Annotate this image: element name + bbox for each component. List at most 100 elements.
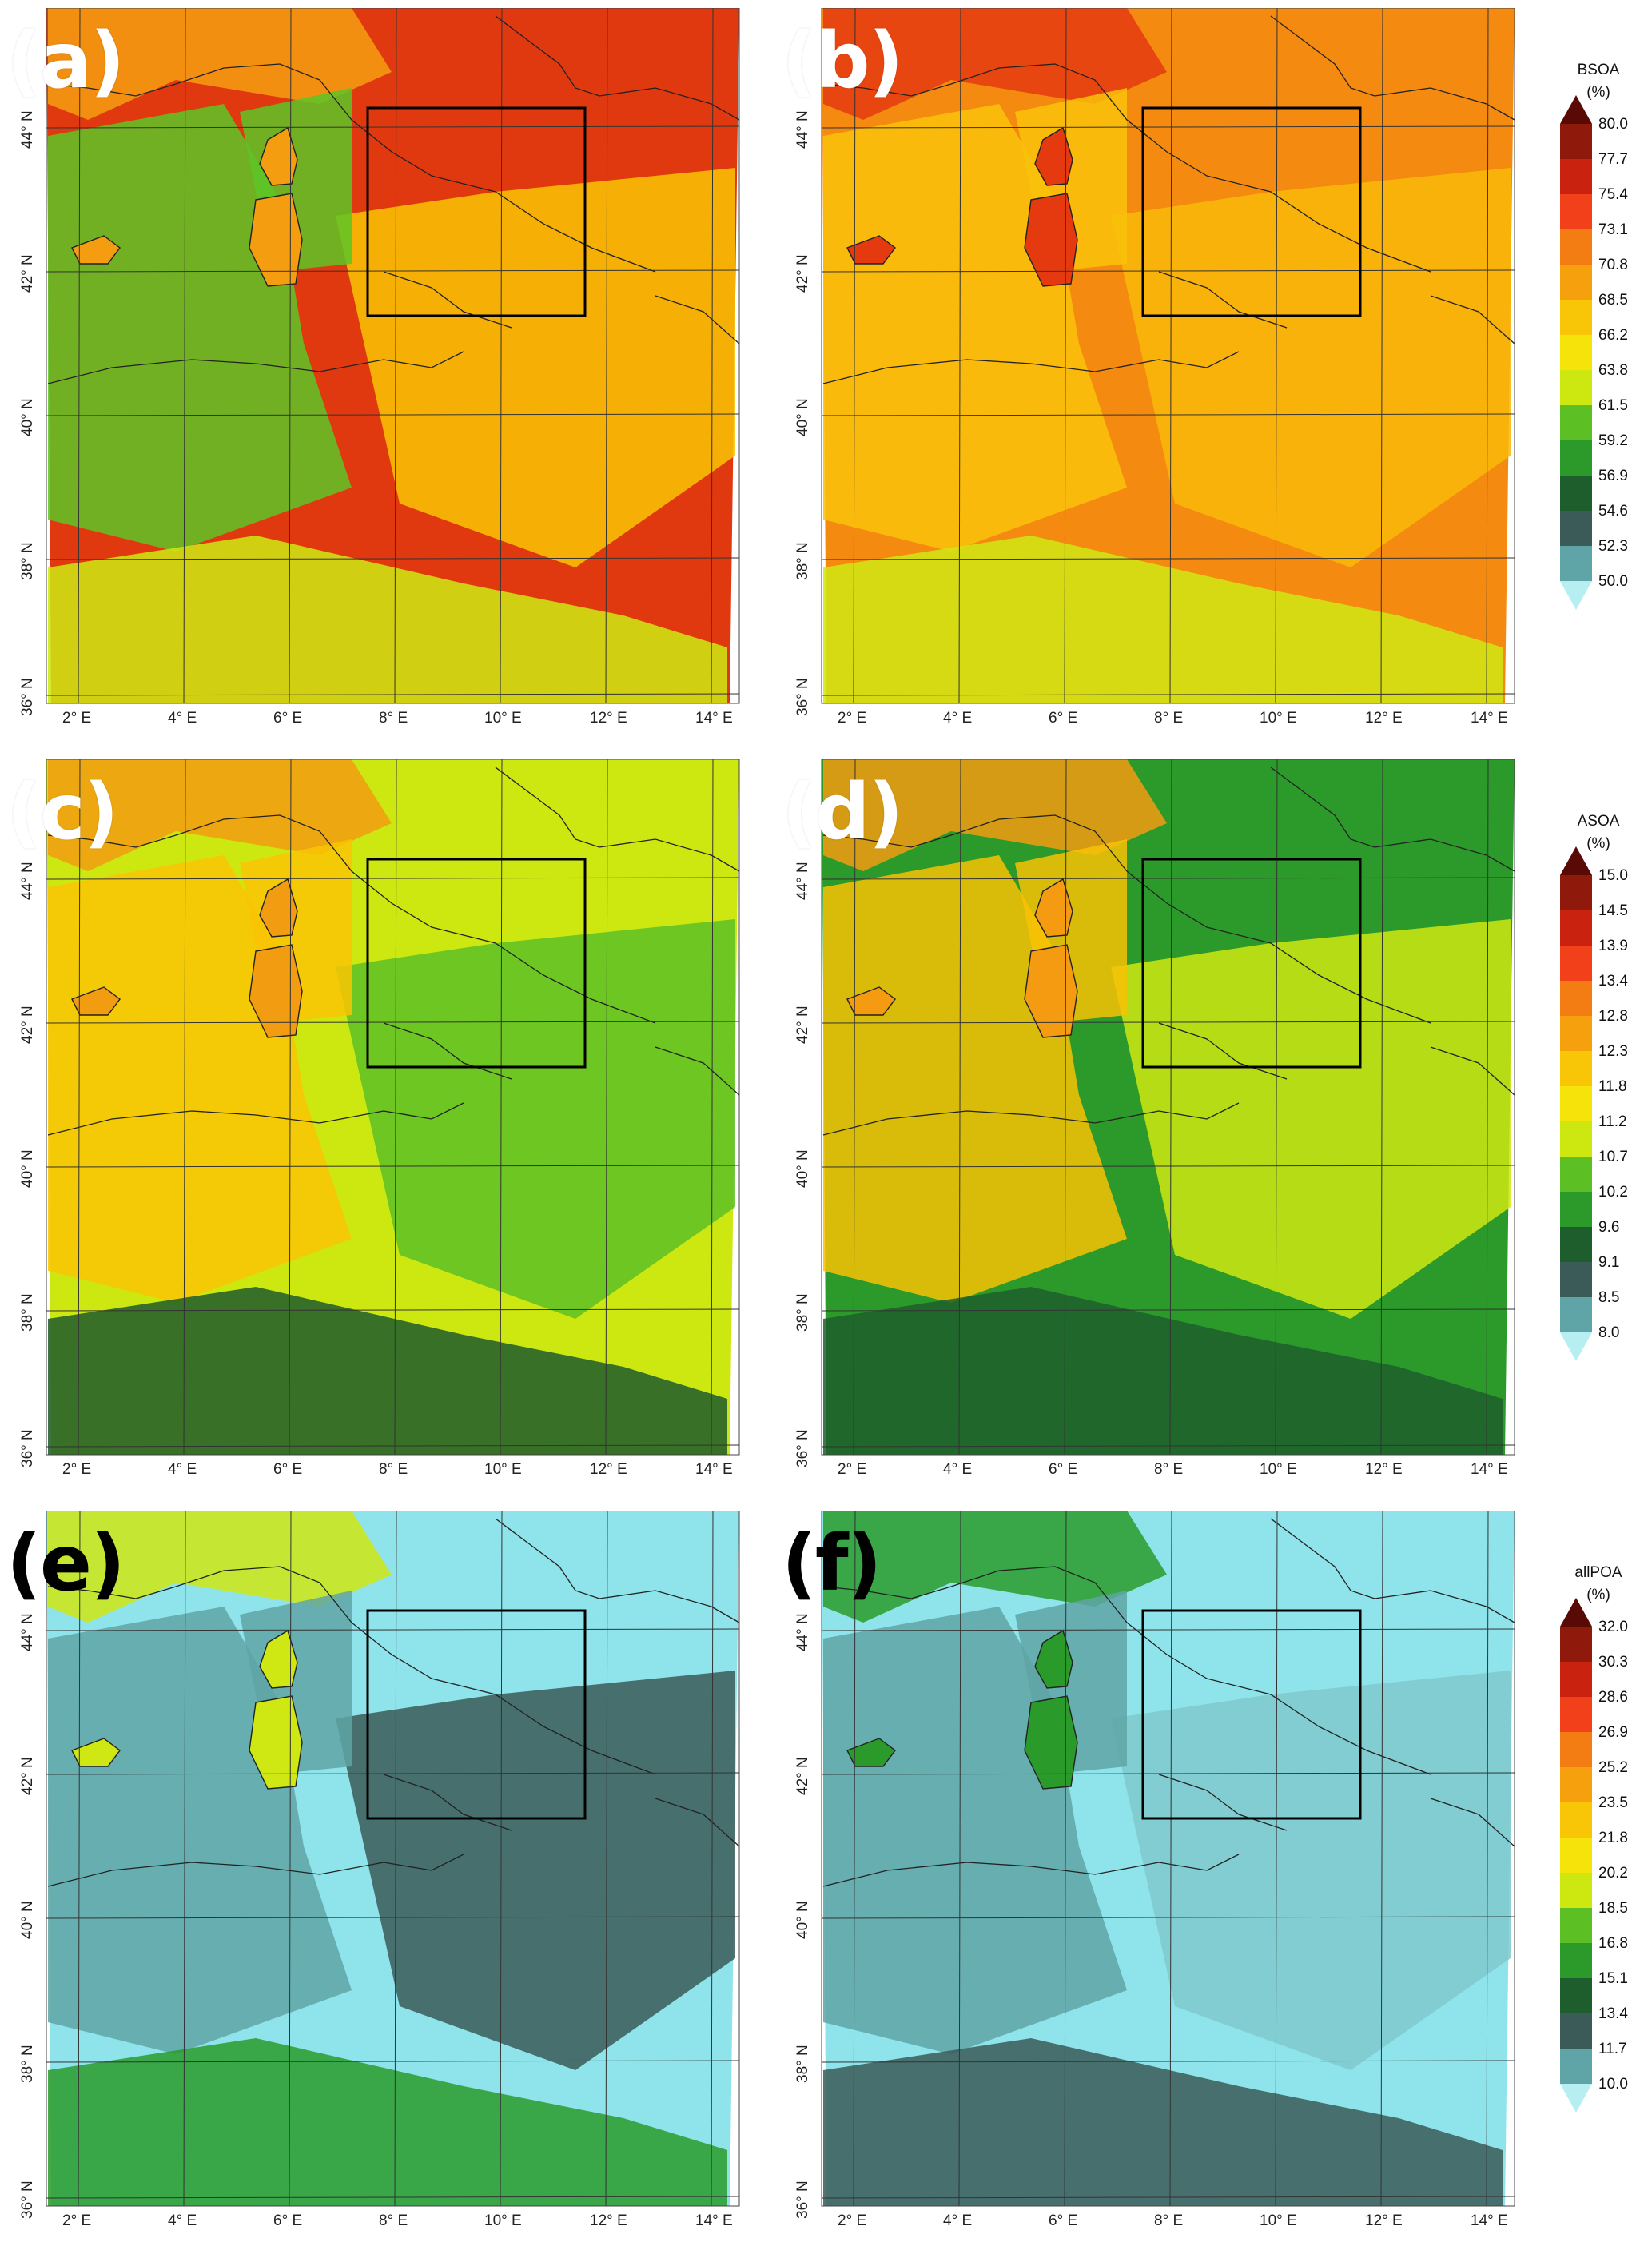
field-region	[823, 2038, 1503, 2206]
colorbar-bin	[1560, 300, 1592, 335]
nested-domain-box	[366, 1609, 587, 1820]
legend-asoa: ASOA (%) 15.0 14.5 13.9 13.4 12.8 12.3 11.8 11.2 1…	[1558, 811, 1650, 1419]
panel-label: (e)	[6, 1519, 125, 1608]
colorbar-bin	[1560, 910, 1592, 946]
map-panel-b: (b) 36° N 38° N 40° N 42° N 44° N 2° E 4° E 6° E…	[782, 8, 1531, 735]
longitude-tick-label: 14° E	[695, 1461, 733, 1478]
colorbar-tick-label: 10.2	[1598, 1184, 1628, 1201]
map-canvas	[46, 1511, 740, 2207]
coastline	[1430, 1046, 1515, 1096]
legend-unit: (%)	[1586, 1587, 1610, 1603]
colorbar-tick-label: 18.5	[1598, 1900, 1628, 1917]
map-canvas	[821, 759, 1515, 1456]
colorbar-bin	[1560, 229, 1592, 265]
meridian-line	[394, 8, 397, 704]
colorbar-bin	[1560, 1262, 1592, 1297]
coastline	[1270, 15, 1515, 121]
colorbar-tick-label: 23.5	[1598, 1794, 1628, 1811]
parallel-line	[46, 2060, 740, 2063]
colorbar-tick-label: 59.2	[1598, 432, 1628, 449]
latitude-tick-label: 36° N	[19, 678, 36, 716]
colorbar-bin	[1560, 405, 1592, 440]
meridian-line	[78, 1511, 81, 2207]
coastline	[1430, 1798, 1515, 1847]
corsica-island	[1034, 126, 1073, 186]
parallel-line	[46, 269, 740, 273]
coastline	[1270, 767, 1515, 872]
colorbar-bin	[1560, 1978, 1592, 2013]
latitude-tick-label: 40° N	[794, 1901, 811, 1939]
coastline	[1158, 271, 1288, 329]
legend-title: ASOA	[1577, 813, 1620, 830]
colorbar-tick-label: 28.6	[1598, 1689, 1628, 1706]
field-region	[1111, 1671, 1511, 2070]
map-frame	[46, 8, 740, 704]
map-canvas	[46, 8, 740, 704]
field-region	[336, 919, 735, 1319]
parallel-line	[821, 693, 1515, 696]
coastline	[1158, 1774, 1288, 1831]
latitude-tick-label: 44° N	[794, 1613, 811, 1651]
balearic-island	[846, 986, 896, 1016]
latitude-tick-label: 42° N	[794, 254, 811, 293]
colorbar-tick-label: 13.4	[1598, 2005, 1628, 2022]
colorbar-bin	[1560, 981, 1592, 1016]
longitude-tick-label: 2° E	[838, 710, 867, 727]
longitude-tick-label: 14° E	[1471, 1461, 1508, 1478]
colorbar	[1560, 95, 1592, 610]
map-frame	[46, 1511, 740, 2207]
colorbar-bin	[1560, 194, 1592, 229]
coastline	[47, 63, 656, 273]
colorbar-bin	[1560, 1662, 1592, 1697]
longitude-tick-label: 14° E	[1471, 2212, 1508, 2229]
colorbar-tick-label: 12.8	[1598, 1008, 1628, 1025]
coastline	[822, 63, 1431, 273]
coastline	[822, 1854, 1240, 1887]
meridian-line	[289, 8, 292, 704]
map-canvas	[46, 759, 740, 1456]
colorbar-under-triangle	[1560, 581, 1592, 610]
latitude-tick-label: 38° N	[794, 2045, 811, 2083]
colorbar-bin	[1560, 1873, 1592, 1908]
corsica-island	[1034, 1629, 1073, 1689]
meridian-line	[1486, 8, 1489, 704]
longitude-tick-label: 8° E	[1154, 2212, 1184, 2229]
field-region	[336, 1671, 735, 2070]
panel-label: (c)	[6, 767, 119, 857]
meridian-line	[958, 1511, 961, 2207]
meridian-line	[1275, 1511, 1278, 2207]
meridian-line	[605, 8, 608, 704]
colorbar-bin	[1560, 1943, 1592, 1978]
sardinia-island	[249, 1695, 303, 1790]
colorbar-tick-label: 11.7	[1598, 2041, 1627, 2057]
colorbar-tick-label: 25.2	[1598, 1759, 1628, 1776]
colorbar-tick-label: 54.6	[1598, 503, 1628, 520]
colorbar-tick-label: 26.9	[1598, 1724, 1628, 1741]
longitude-tick-label: 8° E	[379, 2212, 408, 2229]
colorbar-under-triangle	[1560, 2084, 1592, 2113]
map-panel-a: (a) 36° N 38° N 40° N 42° N 44° N 2° E 4° E 6° E…	[6, 8, 755, 735]
map-panel-f: (f) 36° N 38° N 40° N 42° N 44° N 2° E 4° E 6° E…	[782, 1511, 1531, 2238]
coastline	[1158, 1022, 1288, 1080]
colorbar-tick-label: 9.6	[1598, 1219, 1620, 1236]
nested-domain-box	[366, 858, 587, 1069]
colorbar-tick-label: 16.8	[1598, 1935, 1628, 1952]
nested-domain-box	[1141, 106, 1362, 317]
longitude-tick-label: 6° E	[1049, 710, 1078, 727]
latitude-tick-label: 36° N	[19, 2180, 36, 2219]
coastline	[47, 814, 656, 1024]
colorbar-tick-label: 77.7	[1598, 151, 1628, 168]
parallel-line	[46, 693, 740, 696]
longitude-tick-label: 8° E	[379, 710, 408, 727]
longitude-tick-label: 14° E	[1471, 710, 1508, 727]
latitude-tick-label: 44° N	[19, 1613, 36, 1651]
latitude-tick-label: 44° N	[19, 110, 36, 149]
longitude-tick-label: 4° E	[168, 1461, 197, 1478]
longitude-tick-label: 8° E	[1154, 710, 1184, 727]
longitude-tick-label: 6° E	[273, 1461, 303, 1478]
colorbar-bin	[1560, 1732, 1592, 1767]
colorbar-tick-label: 12.3	[1598, 1043, 1628, 1060]
sardinia-island	[249, 944, 303, 1038]
coastline	[47, 1566, 656, 1775]
latitude-tick-label: 38° N	[794, 542, 811, 580]
